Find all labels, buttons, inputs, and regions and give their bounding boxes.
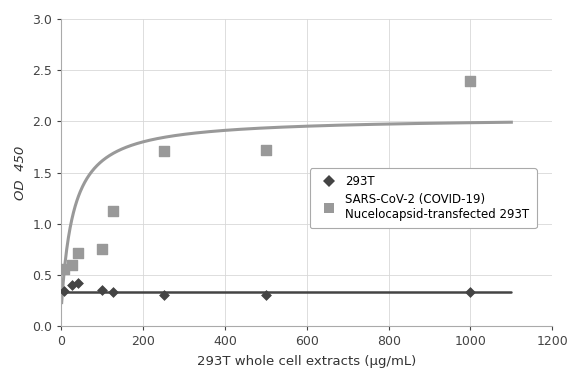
Point xyxy=(108,208,117,214)
Y-axis label: OD  450: OD 450 xyxy=(14,146,27,200)
Point xyxy=(67,282,76,288)
Point xyxy=(159,148,168,154)
Point xyxy=(261,292,271,298)
Point xyxy=(59,288,69,295)
Point xyxy=(67,262,76,268)
Point xyxy=(73,280,83,286)
Point xyxy=(98,246,107,253)
Point xyxy=(73,250,83,256)
X-axis label: 293T whole cell extracts (μg/mL): 293T whole cell extracts (μg/mL) xyxy=(197,355,417,368)
Legend: 293T, SARS-CoV-2 (COVID-19)
Nucelocapsid-transfected 293T: 293T, SARS-CoV-2 (COVID-19) Nucelocapsid… xyxy=(310,168,537,228)
Point xyxy=(466,289,475,295)
Point xyxy=(108,289,117,295)
Point xyxy=(261,147,271,153)
Point xyxy=(98,287,107,293)
Point xyxy=(159,292,168,298)
Point xyxy=(466,78,475,84)
Point xyxy=(59,266,69,272)
